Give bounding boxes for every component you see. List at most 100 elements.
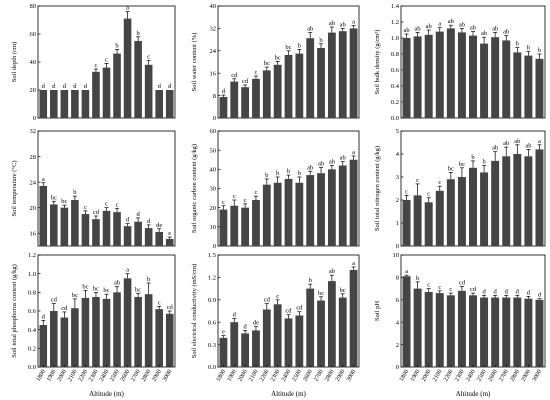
y-tick-label: 0 xyxy=(396,364,399,371)
significance-letter: c xyxy=(158,299,161,306)
bar xyxy=(81,90,90,118)
significance-letter: bc xyxy=(318,290,324,297)
bar xyxy=(252,200,260,246)
significance-letter: b xyxy=(482,159,485,166)
bar xyxy=(338,31,347,119)
bar xyxy=(338,165,347,246)
x-tick-label: 2500 xyxy=(476,369,488,383)
bar xyxy=(113,292,121,367)
significance-letter: d xyxy=(42,83,46,90)
panel-soil-total-phosphorus: 0.0 0.2 0.4 0.6 0.8 1.0 1.2 Soil total phosphor… xyxy=(11,252,176,398)
bar xyxy=(219,209,228,246)
significance-letter: ab xyxy=(470,25,476,32)
x-tick-label: 2600 xyxy=(302,369,314,383)
x-tick-label: 2500 xyxy=(291,369,303,383)
y-tick-label: 24 xyxy=(30,179,37,186)
significance-letter: d xyxy=(63,83,67,90)
y-axis-label: Soil organic carbon content (g/kg) xyxy=(191,144,198,233)
bar xyxy=(306,288,315,367)
significance-letter: cd xyxy=(167,304,174,311)
significance-letter: d xyxy=(482,288,486,295)
bar xyxy=(273,64,282,118)
x-tick-label: 1900 xyxy=(45,369,57,383)
bar xyxy=(469,295,477,367)
bar xyxy=(113,53,121,118)
x-tick-label: 2800 xyxy=(323,369,335,383)
significance-letter: e xyxy=(222,329,225,336)
bar xyxy=(535,299,544,367)
significance-letter: cd xyxy=(61,305,68,312)
bar xyxy=(219,337,228,367)
panel-soil-organic-carbon: 0 10 20 30 40 50 60 Soil organic carbon content… xyxy=(191,128,360,250)
bar xyxy=(144,64,153,118)
significance-letter: b xyxy=(147,276,150,283)
y-tick-label: 28 xyxy=(30,154,37,161)
bar xyxy=(134,297,142,367)
y-tick-label: 1.5 xyxy=(208,252,216,259)
bar xyxy=(491,37,500,119)
x-tick-label: 2300 xyxy=(269,369,281,383)
significance-letter: c xyxy=(427,282,430,289)
significance-letter: c xyxy=(105,56,108,63)
x-tick-label: 2000 xyxy=(56,369,68,383)
bar xyxy=(413,195,422,246)
bar xyxy=(435,190,444,246)
y-tick-label: 0.8 xyxy=(28,290,36,297)
y-tick-label: 60 xyxy=(30,31,37,38)
bar xyxy=(491,297,500,367)
y-tick-label: 0 xyxy=(213,115,216,122)
significance-letter: d xyxy=(42,313,46,320)
significance-letter: b xyxy=(287,168,290,175)
significance-letter: ab xyxy=(525,142,531,149)
significance-letter: c xyxy=(255,189,258,196)
significance-letter: d xyxy=(126,217,130,224)
significance-letter: ab xyxy=(329,159,335,166)
x-axis-label: Altitude (m) xyxy=(89,390,124,398)
significance-letter: bc xyxy=(459,161,465,168)
bar xyxy=(446,295,455,367)
bar xyxy=(71,308,79,367)
significance-letter: a xyxy=(352,260,355,267)
significance-letter: de xyxy=(156,222,162,229)
x-tick-label: 2000 xyxy=(237,369,249,383)
bar xyxy=(60,317,69,367)
significance-letter: d xyxy=(147,218,151,225)
x-tick-label: 2700 xyxy=(130,369,142,383)
y-axis-label: Soil depth (cm) xyxy=(11,42,18,82)
y-tick-label: 6 xyxy=(396,297,400,304)
significance-letter: d xyxy=(494,288,498,295)
bar xyxy=(71,90,79,118)
significance-letter: cd xyxy=(93,209,100,216)
significance-letter: a xyxy=(126,267,129,274)
bar xyxy=(230,322,239,367)
bar xyxy=(81,297,90,367)
bar xyxy=(513,154,522,246)
bar xyxy=(513,297,522,367)
significance-letter: ab xyxy=(340,21,346,28)
y-tick-label: 40 xyxy=(210,167,217,174)
bar xyxy=(457,177,466,246)
y-axis-label: Soil pH xyxy=(374,301,381,321)
y-axis-label: Soil temperature (°C) xyxy=(11,160,18,216)
bar xyxy=(457,290,466,367)
y-tick-label: 24 xyxy=(210,48,217,55)
bar xyxy=(39,185,48,246)
y-tick-label: 0.0 xyxy=(391,115,399,122)
bar xyxy=(306,175,315,246)
bar xyxy=(402,276,411,367)
bar xyxy=(535,58,544,118)
significance-letter: e xyxy=(168,230,171,237)
significance-letter: bc xyxy=(51,194,57,201)
significance-letter: c xyxy=(276,293,279,300)
significance-letter: c xyxy=(427,191,430,198)
bar xyxy=(327,32,336,118)
x-tick-label: 2400 xyxy=(280,369,292,383)
bar xyxy=(317,173,325,246)
significance-letter: bc xyxy=(61,198,67,205)
y-tick-label: 16 xyxy=(210,70,217,77)
significance-letter: c xyxy=(84,204,87,211)
y-tick-label: 1.2 xyxy=(28,252,36,259)
y-tick-label: 1.4 xyxy=(391,3,400,10)
significance-letter: b xyxy=(538,47,541,54)
y-tick-label: 4 xyxy=(396,151,400,158)
